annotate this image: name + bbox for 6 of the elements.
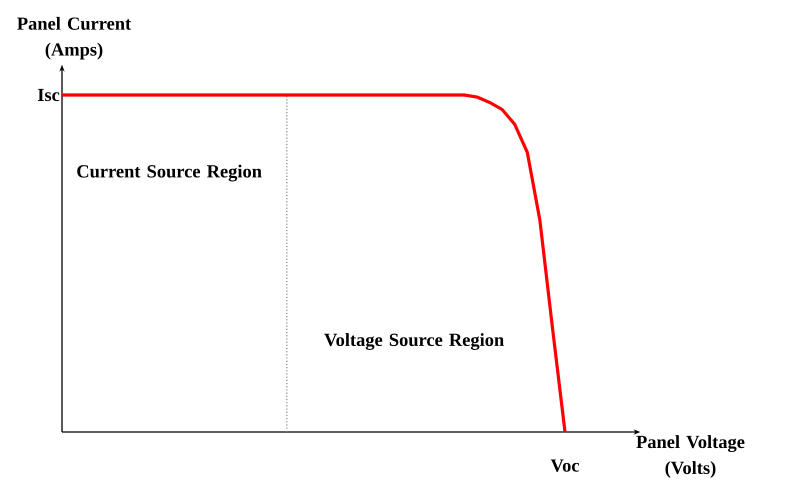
text: Voc bbox=[550, 459, 580, 472]
y-axis-title: Panel Current (Amps) bbox=[17, 16, 132, 60]
annotation: Voltage Source Region bbox=[324, 333, 504, 350]
x-axis-title: Panel Voltage (Volts) bbox=[636, 435, 744, 478]
annotation: Isc bbox=[38, 88, 60, 102]
annotation: Current Source Region bbox=[77, 164, 262, 182]
